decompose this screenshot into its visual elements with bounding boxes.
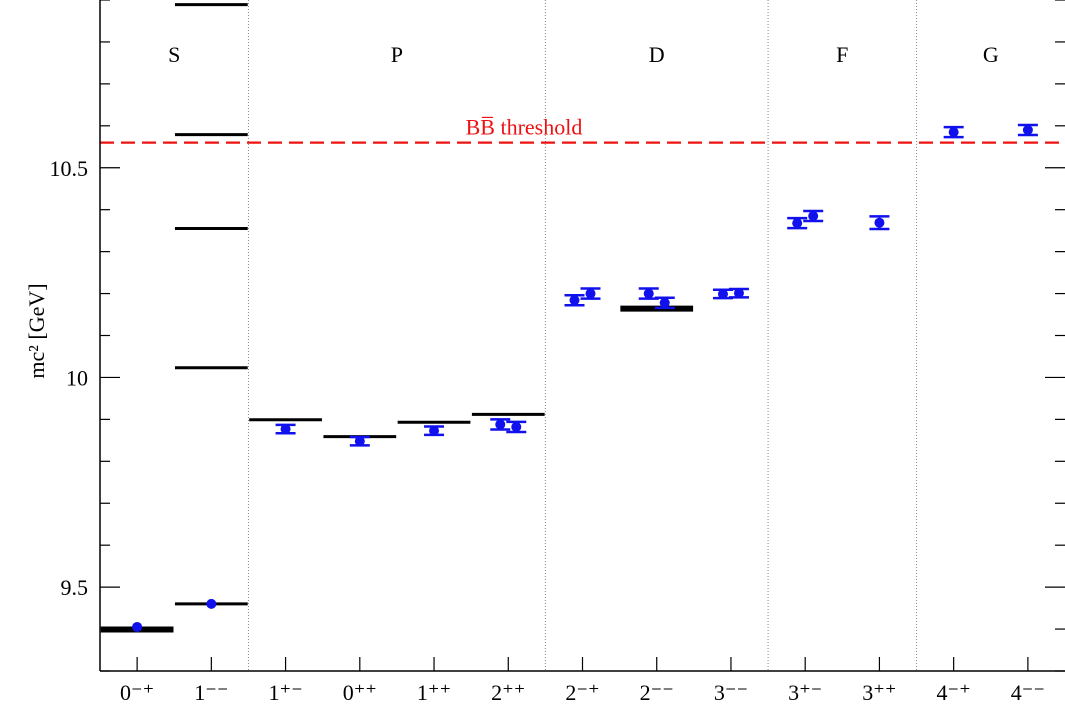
- lattice-point: [717, 288, 728, 299]
- x-tick-label: 0⁻⁺: [120, 680, 154, 705]
- lattice-point: [585, 288, 596, 299]
- lattice-point: [808, 210, 819, 221]
- x-tick-label: 1⁺⁺: [417, 680, 451, 705]
- x-tick-label: 2⁺⁺: [491, 680, 525, 705]
- x-tick-label: 2⁻⁺: [565, 680, 599, 705]
- x-tick-label: 2⁻⁻: [640, 680, 674, 705]
- lattice-point: [429, 425, 440, 436]
- group-separators: [247, 0, 918, 671]
- lattice-point: [792, 218, 803, 229]
- y-axis: 9.5 10 10.5: [50, 0, 1065, 672]
- lattice-point: [495, 419, 506, 430]
- x-tick-label: 3⁺⁻: [788, 680, 822, 705]
- x-tick-label: 1⁺⁻: [268, 680, 302, 705]
- y-tick-label: 10: [66, 365, 88, 390]
- x-tick-label: 3⁻⁻: [714, 680, 748, 705]
- x-tick-label: 3⁺⁺: [862, 680, 896, 705]
- y-tick-label: 9.5: [61, 575, 89, 600]
- group-label: D: [649, 42, 665, 67]
- group-label: F: [836, 42, 848, 67]
- group-label: P: [391, 42, 403, 67]
- lattice-point: [643, 288, 654, 299]
- lattice-points: [132, 123, 1038, 632]
- threshold-layer: BB̅ threshold: [100, 115, 1065, 144]
- experiment-levels: [100, 3, 694, 633]
- plot-frame: [99, 0, 1065, 672]
- threshold-label: BB̅ threshold: [466, 115, 583, 140]
- lattice-point: [733, 288, 744, 299]
- lattice-point: [659, 297, 670, 308]
- lattice-point: [948, 127, 959, 138]
- x-tick-label: 1⁻⁻: [194, 680, 228, 705]
- lattice-point: [511, 421, 522, 432]
- lattice-point: [354, 436, 365, 447]
- lattice-point: [132, 621, 143, 632]
- x-tick-label: 4⁻⁻: [1011, 680, 1045, 705]
- lattice-point: [206, 598, 217, 609]
- x-tick-label: 4⁻⁺: [937, 680, 971, 705]
- x-axis: 0⁻⁺ 1⁻⁻ 1⁺⁻ 0⁺⁺ 1⁺⁺ 2⁺⁺ 2⁻⁺ 2⁻⁻ 3⁻⁻ 3⁺⁻ 3⁺⁺ 4⁻⁺ 4⁻⁻: [120, 657, 1045, 705]
- lattice-point: [569, 295, 580, 306]
- x-tick-label: 0⁺⁺: [343, 680, 377, 705]
- lattice-point: [874, 217, 885, 228]
- group-label: S: [168, 42, 180, 67]
- lattice-point: [1022, 125, 1033, 136]
- group-label: G: [983, 42, 999, 67]
- lattice-point: [280, 424, 291, 435]
- y-tick-label: 10.5: [50, 156, 89, 181]
- y-axis-label: mc² [GeV]: [24, 283, 49, 378]
